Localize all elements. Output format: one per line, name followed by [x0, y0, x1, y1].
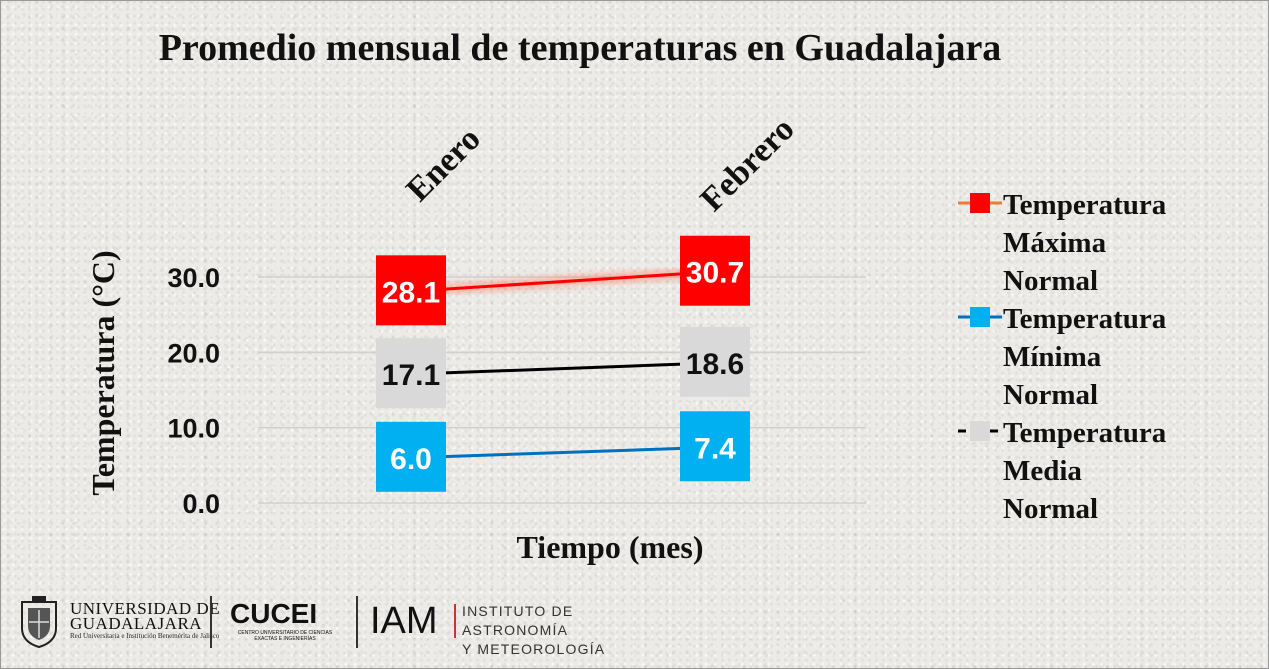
legend-text-max-1: Temperatura [1003, 189, 1167, 221]
y-tick-label-1: 10.0 [167, 414, 220, 444]
cucei-subtitle: CENTRO UNIVERSITARIO DE CIENCIAS EXACTAS… [237, 630, 333, 642]
data-marker-0-1 [680, 235, 750, 306]
legend-text-max-2: Máxima [1003, 227, 1107, 259]
data-label-1-1: 7.4 [694, 432, 736, 465]
legend-text-mean-2: Media [1003, 455, 1082, 487]
footer-divider-1 [210, 596, 212, 648]
legend-text-min-3: Normal [1003, 379, 1099, 411]
iam-subtitle: INSTITUTO DE ASTRONOMÍA Y METEOROLOGÍA [462, 602, 658, 659]
udg-seal-icon [21, 596, 57, 648]
legend-text-min-2: Mínima [1003, 341, 1102, 373]
legend-text-min-1: Temperatura [1003, 303, 1167, 335]
data-label-0-1: 30.7 [686, 257, 744, 290]
udg-subtitle: Red Universitaria e Institución Beneméri… [70, 632, 220, 640]
x-category-label-1: Febrero [694, 111, 802, 219]
x-category-label-0: Enero [399, 120, 487, 208]
data-label-0-0: 28.1 [382, 276, 440, 309]
y-axis-title: Temperatura (°C) [85, 250, 121, 495]
data-label-2-0: 17.1 [382, 359, 440, 392]
data-marker-1-0 [376, 421, 446, 492]
iam-logo-text: IAM [370, 600, 438, 642]
udg-logo-text: UNIVERSIDAD DE GUADALAJARA [70, 599, 221, 633]
iam-accent-bar [454, 604, 456, 638]
legend-key-max [958, 193, 1002, 213]
legend-item-max[interactable]: Temperatura Máxima Normal [958, 186, 1258, 300]
series-line-2 [410, 361, 716, 376]
legend-item-mean[interactable]: Temperatura Media Normal [958, 414, 1258, 528]
data-marker-0-0 [376, 255, 446, 326]
series-line-1 [410, 445, 716, 460]
iam-sub-line2: Y METEOROLOGÍA [462, 641, 606, 657]
y-tick-label-0: 0.0 [182, 489, 220, 519]
udg-name-line1: UNIVERSIDAD DE [70, 599, 221, 618]
iam-sub-line1: INSTITUTO DE ASTRONOMÍA [462, 603, 574, 638]
y-tick-label-2: 20.0 [167, 338, 220, 368]
legend-text-mean-3: Normal [1003, 493, 1099, 525]
legend-text-max-3: Normal [1003, 265, 1099, 297]
y-tick-label-3: 30.0 [167, 263, 220, 293]
series-line-0 [410, 270, 716, 293]
data-marker-1-1 [680, 411, 750, 482]
data-marker-2-0 [376, 338, 446, 409]
cucei-logo-text: CUCEI [230, 598, 318, 629]
x-axis-title: Tiempo (mes) [517, 529, 704, 565]
data-marker-2-1 [680, 326, 750, 397]
chart-title: Promedio mensual de temperaturas en Guad… [158, 27, 1002, 69]
udg-name-line2: GUADALAJARA [70, 614, 203, 633]
legend-key-min [958, 307, 1002, 327]
footer-divider-2 [356, 596, 358, 648]
legend-text-mean-1: Temperatura [1003, 417, 1167, 449]
chart-legend: Temperatura Máxima Normal Temperatura Mí… [958, 186, 1258, 528]
footer-logos: UNIVERSIDAD DE GUADALAJARA Red Universit… [18, 594, 658, 657]
legend-key-mean [958, 421, 1002, 441]
legend-item-min[interactable]: Temperatura Mínima Normal [958, 300, 1258, 414]
data-label-2-1: 18.6 [686, 348, 744, 381]
data-label-1-0: 6.0 [390, 443, 432, 476]
